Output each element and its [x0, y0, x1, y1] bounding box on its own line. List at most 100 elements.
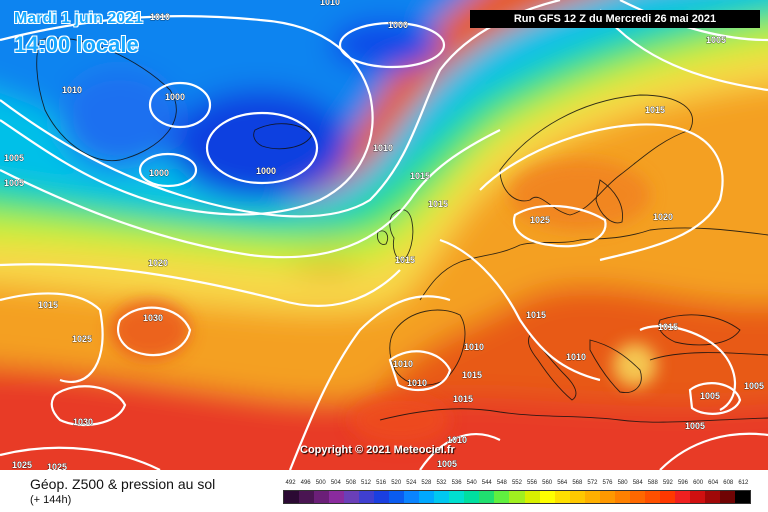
- pressure-label: 1005: [4, 178, 24, 188]
- legend-tick-label: 580: [617, 480, 628, 486]
- pressure-label: 1000: [256, 166, 276, 176]
- legend-tick-label: 500: [315, 480, 326, 486]
- legend-swatch: [719, 491, 735, 503]
- pressure-label: 1010: [447, 435, 467, 445]
- legend-swatch: [374, 491, 390, 503]
- pressure-label: 1010: [62, 85, 82, 95]
- legend-swatch: [329, 491, 345, 503]
- legend-tick-label: 540: [466, 480, 477, 486]
- legend-tick-label: 608: [723, 480, 734, 486]
- forecast-date: Mardi 1 juin 2021: [14, 10, 143, 27]
- isobars: [0, 0, 768, 470]
- pressure-label: 1000: [165, 92, 185, 102]
- legend-tick-label: 508: [345, 480, 356, 486]
- map-caption: Géop. Z500 & pression au sol: [30, 476, 216, 492]
- legend-tick-label: 588: [647, 480, 658, 486]
- legend-tick-label: 612: [738, 480, 749, 486]
- legend-tick-label: 536: [451, 480, 462, 486]
- legend-swatch: [314, 491, 330, 503]
- legend-swatch: [584, 491, 600, 503]
- legend-tick-label: 572: [587, 480, 598, 486]
- legend-swatch: [704, 491, 720, 503]
- pressure-label: 1005: [700, 391, 720, 401]
- legend-color-bar: [283, 490, 751, 504]
- legend-swatch: [569, 491, 585, 503]
- pressure-label: 1025: [530, 215, 550, 225]
- legend-swatch: [614, 491, 630, 503]
- pressure-label: 1005: [744, 381, 764, 391]
- pressure-label: 1020: [653, 212, 673, 222]
- legend-tick-label: 604: [708, 480, 719, 486]
- pressure-label: 1010: [407, 378, 427, 388]
- pressure-label: 1025: [47, 462, 67, 470]
- pressure-label: 1005: [685, 421, 705, 431]
- model-run-label: Run GFS 12 Z du Mercredi 26 mai 2021: [470, 10, 760, 28]
- pressure-label: 1020: [148, 258, 168, 268]
- pressure-label: 1005: [706, 35, 726, 45]
- legend-swatch: [344, 491, 360, 503]
- pressure-label: 1015: [410, 171, 430, 181]
- forecast-lead-time: (+ 144h): [30, 494, 72, 506]
- legend-tick-label: 512: [361, 480, 372, 486]
- pressure-labels: 1010 1010 1000 1005 1010 1000 1005 1005 …: [4, 0, 765, 470]
- legend-tick-label: 528: [421, 480, 432, 486]
- pressure-label: 1030: [73, 417, 93, 427]
- pressure-label: 1015: [658, 322, 678, 332]
- legend-swatch: [539, 491, 555, 503]
- legend-swatch: [509, 491, 525, 503]
- legend-swatch: [434, 491, 450, 503]
- legend-tick-label: 564: [557, 480, 568, 486]
- pressure-label: 1025: [12, 460, 32, 470]
- pressure-label: 1015: [395, 255, 415, 265]
- legend-swatch: [359, 491, 375, 503]
- legend-tick-label: 524: [406, 480, 417, 486]
- legend-tick-label: 504: [330, 480, 341, 486]
- legend-tick-label: 592: [662, 480, 673, 486]
- pressure-label: 1010: [464, 342, 484, 352]
- pressure-label: 1010: [150, 12, 170, 22]
- pressure-label: 1010: [373, 143, 393, 153]
- legend-swatch: [389, 491, 405, 503]
- legend-tick-label: 544: [481, 480, 492, 486]
- pressure-label: 1025: [72, 334, 92, 344]
- pressure-label: 1015: [428, 199, 448, 209]
- legend-swatch: [659, 491, 675, 503]
- legend-swatch: [479, 491, 495, 503]
- pressure-label: 1030: [143, 313, 163, 323]
- legend-swatch: [494, 491, 510, 503]
- legend-swatch: [404, 491, 420, 503]
- legend-swatch: [644, 491, 660, 503]
- legend-swatch: [629, 491, 645, 503]
- legend-tick-label: 496: [300, 480, 311, 486]
- legend-tick-label: 560: [542, 480, 553, 486]
- legend-tick-label: 556: [527, 480, 538, 486]
- geopotential-map: 1010 1010 1000 1005 1010 1000 1005 1005 …: [0, 0, 768, 470]
- legend-tick-label: 552: [511, 480, 522, 486]
- legend-swatch: [419, 491, 435, 503]
- legend-swatch: [464, 491, 480, 503]
- legend-swatch: [599, 491, 615, 503]
- pressure-label: 1010: [320, 0, 340, 7]
- legend-tick-label: 584: [632, 480, 643, 486]
- pressure-label: 1005: [437, 459, 457, 469]
- coastlines: [36, 37, 768, 423]
- legend-swatch: [524, 491, 540, 503]
- pressure-label: 1010: [393, 359, 413, 369]
- legend-swatch: [689, 491, 705, 503]
- legend-swatch: [734, 491, 750, 503]
- pressure-label: 1015: [526, 310, 546, 320]
- legend-swatch: [449, 491, 465, 503]
- legend-swatch: [674, 491, 690, 503]
- pressure-label: 1015: [38, 300, 58, 310]
- legend-tick-label: 532: [436, 480, 447, 486]
- pressure-label: 1015: [453, 394, 473, 404]
- copyright-notice: Copyright © 2021 Meteociel.fr: [300, 444, 455, 456]
- legend-swatch: [284, 491, 300, 503]
- geopotential-patches: [110, 160, 657, 445]
- pressure-label: 1005: [4, 153, 24, 163]
- legend-tick-label: 596: [677, 480, 688, 486]
- legend-tick-label: 520: [391, 480, 402, 486]
- legend-tick-row: 492 496 500 504 508 512 516 520 524 528 532 536 540 5…: [283, 478, 751, 488]
- legend-tick-label: 492: [285, 480, 296, 486]
